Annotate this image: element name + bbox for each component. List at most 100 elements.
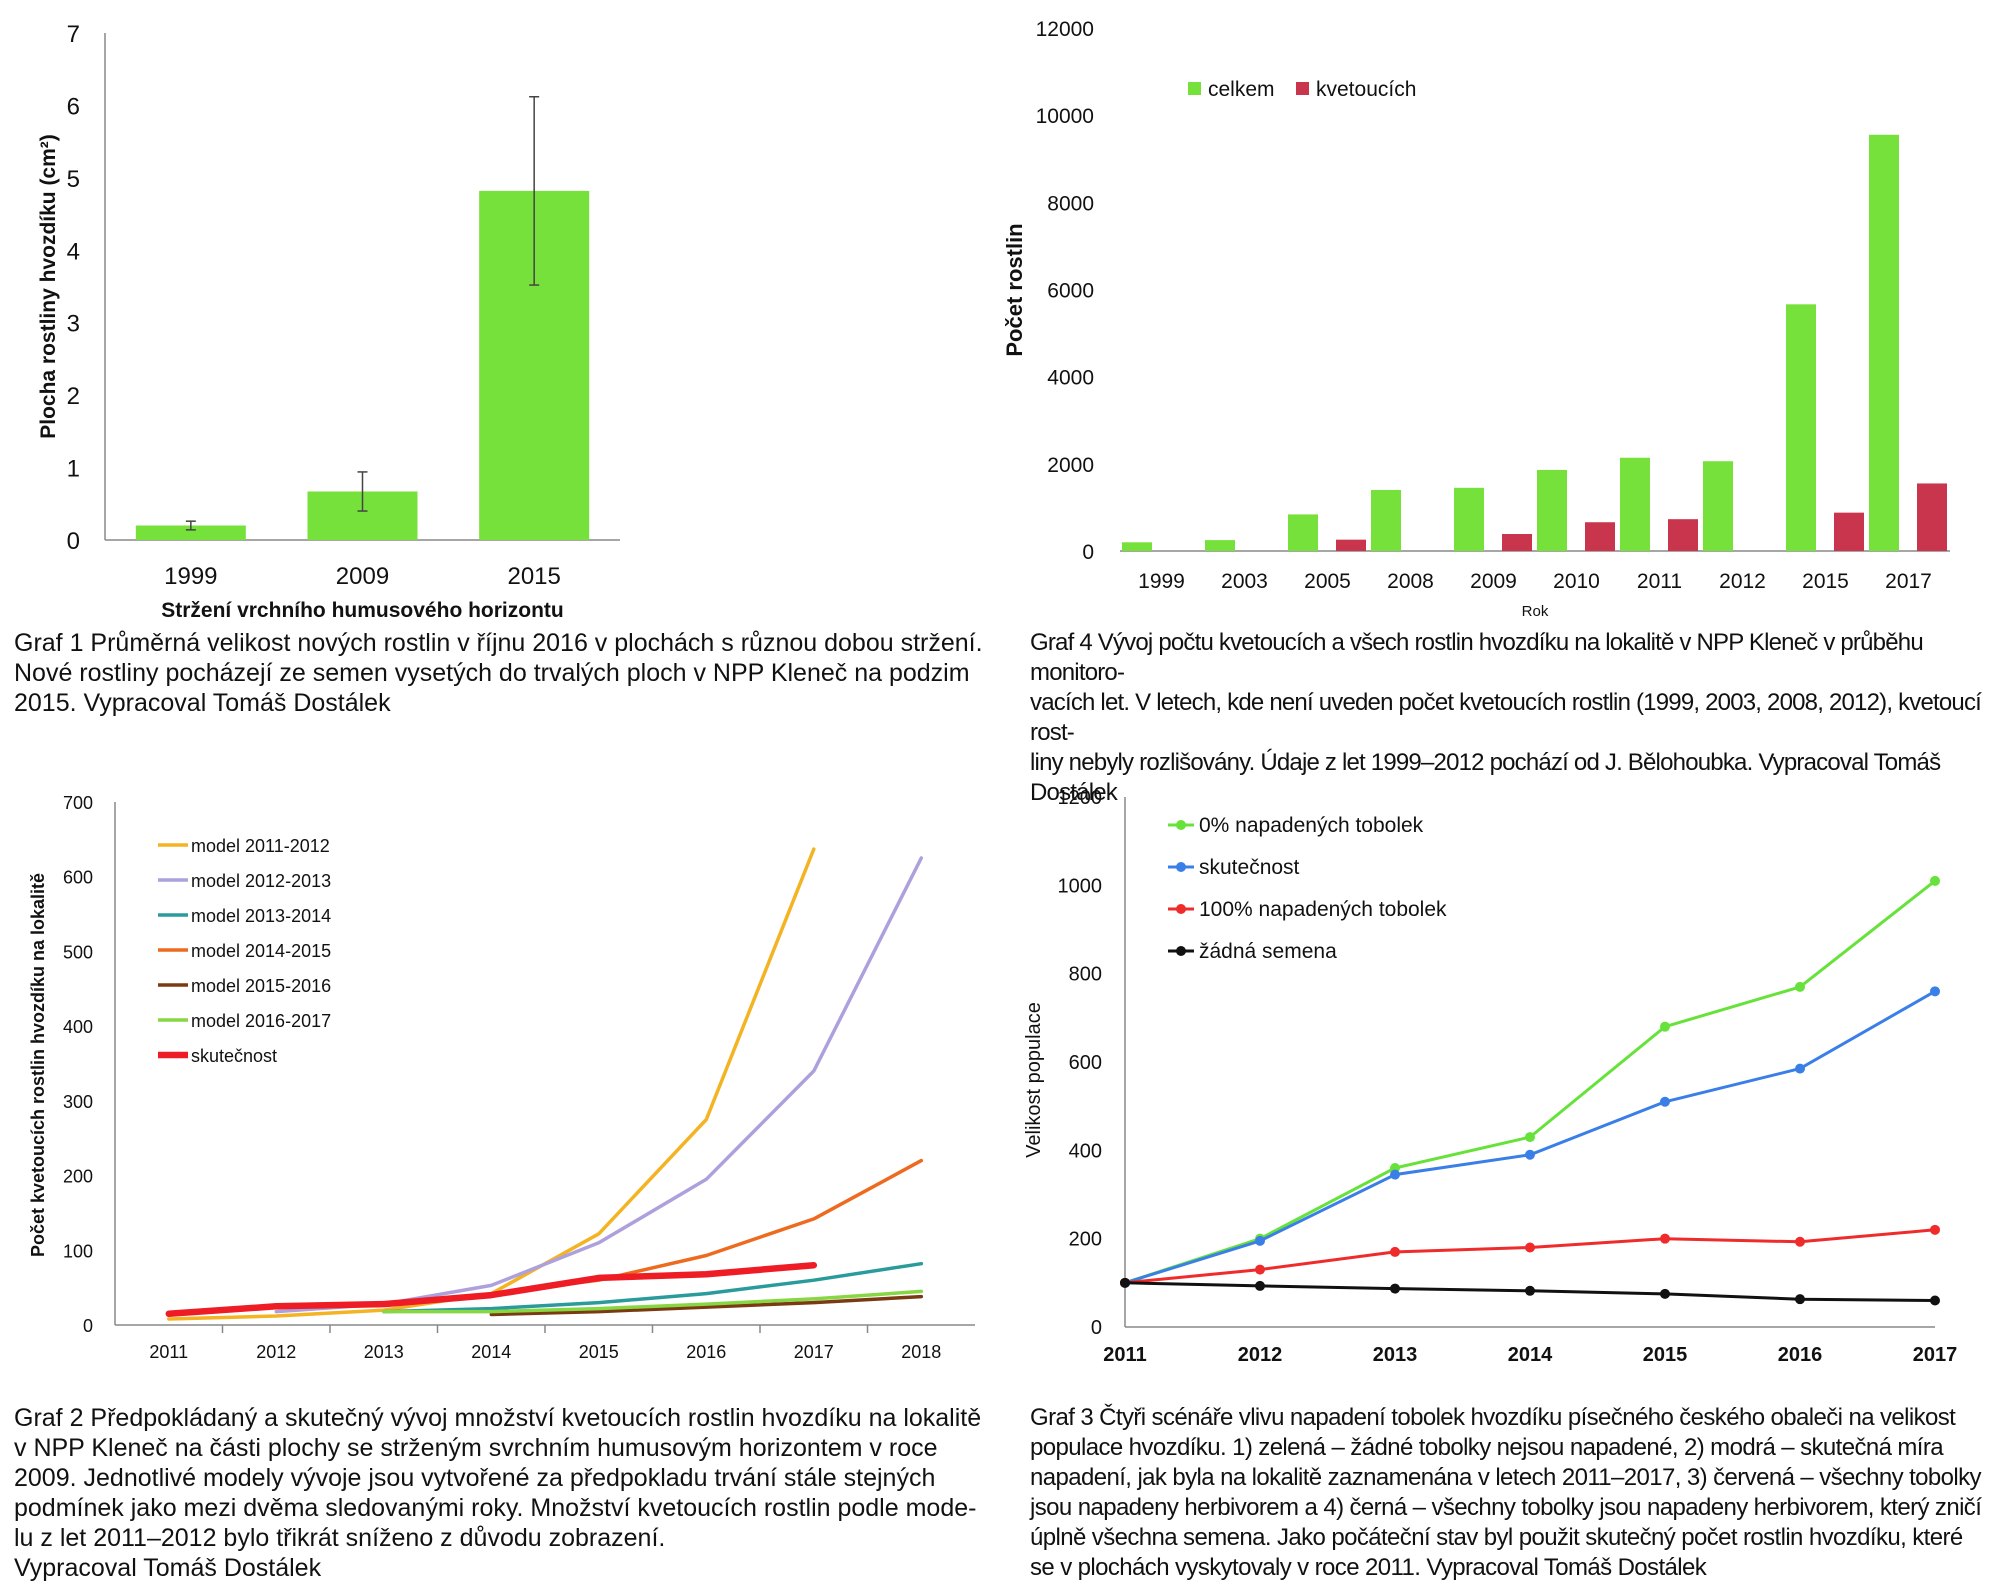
data-point xyxy=(1660,1021,1670,1032)
x-tick-label: 2005 xyxy=(1304,570,1351,593)
bar-kvetoucich xyxy=(1336,539,1366,551)
series-line xyxy=(274,856,924,1314)
legend-label: model 2012-2013 xyxy=(191,871,331,891)
legend-label: model 2011-2012 xyxy=(191,836,330,856)
legend-label: skutečnost xyxy=(1199,856,1300,879)
y-tick-label: 4 xyxy=(67,238,80,265)
x-tick-label: 2011 xyxy=(1103,1344,1146,1366)
y-tick-label: 1200 xyxy=(1058,787,1103,809)
data-point xyxy=(1525,1132,1535,1143)
graf4-caption: Graf 4 Vývoj počtu kvetoucích a všech ro… xyxy=(1030,628,1995,808)
caption-line: populace hvozdíku. 1) zelená – žádné tob… xyxy=(1030,1434,1944,1461)
data-point xyxy=(1930,1224,1940,1235)
data-point xyxy=(1390,1169,1400,1180)
bar-celkem xyxy=(1122,542,1152,551)
data-point xyxy=(1255,1280,1265,1291)
bar-celkem xyxy=(1288,514,1318,551)
y-tick-label: 4000 xyxy=(1047,367,1094,390)
bar-kvetoucich xyxy=(1668,519,1698,551)
x-tick-label: 2015 xyxy=(507,563,560,590)
data-point xyxy=(1930,875,1940,886)
caption-line: Vypracoval Tomáš Dostálek xyxy=(14,1554,322,1582)
y-axis-title: Počet rostlin xyxy=(1002,223,1027,356)
y-tick-label: 600 xyxy=(1069,1052,1102,1074)
caption-line: lu z let 2011–2012 bylo třikrát sníženo … xyxy=(14,1524,666,1552)
graf1-chart: 0 1 2 3 4 5 6 7 1999 2009 2015 Stržení vrchního hum… xyxy=(37,21,620,620)
x-tick-label: 2003 xyxy=(1221,570,1268,593)
x-tick-label: 2016 xyxy=(1778,1344,1823,1366)
data-point xyxy=(1795,1294,1805,1305)
y-tick-label: 3 xyxy=(67,311,80,338)
legend-marker xyxy=(1176,946,1186,956)
bar-celkem xyxy=(1205,540,1235,551)
caption-line: 2009. Jednotlivé modely vývoje jsou vytv… xyxy=(14,1464,936,1492)
y-tick-label: 200 xyxy=(63,1167,93,1187)
x-tick-label: 1999 xyxy=(1138,570,1185,593)
y-axis-title: Počet kvetoucích rostlin hvozdíku na lok… xyxy=(28,873,48,1257)
data-point xyxy=(1660,1233,1670,1244)
y-tick-label: 800 xyxy=(1069,964,1102,986)
y-tick-label: 2 xyxy=(67,383,80,410)
bar-kvetoucich xyxy=(1502,534,1532,551)
caption-line: vacích let. V letech, kde není uveden po… xyxy=(1030,689,1982,746)
x-tick-label: 2015 xyxy=(1802,570,1849,593)
x-tick-label: 2010 xyxy=(1553,570,1600,593)
x-axis-title: Rok xyxy=(1522,603,1549,620)
legend-label: žádná semena xyxy=(1199,940,1337,963)
y-tick-label: 500 xyxy=(63,942,93,962)
y-axis-title: Velikost populace xyxy=(1023,1002,1045,1158)
series-line xyxy=(165,1261,818,1318)
bar-kvetoucich xyxy=(1834,512,1864,551)
y-tick-label: 0 xyxy=(67,528,80,555)
caption-line: Graf 4 Vývoj počtu kvetoucích a všech ro… xyxy=(1030,629,1924,686)
bar xyxy=(135,525,246,540)
caption-line: se v plochách vyskytovaly v roce 2011. V… xyxy=(1030,1554,1707,1581)
y-axis-title: Plocha rostliny hvozdíku (cm²) xyxy=(37,134,60,439)
y-tick-label: 5 xyxy=(67,166,80,193)
legend-label: 0% napadených tobolek xyxy=(1199,814,1424,837)
x-tick-label: 2017 xyxy=(1913,1344,1958,1366)
legend-label: model 2014-2015 xyxy=(191,941,331,961)
y-tick-label: 0 xyxy=(1082,541,1094,564)
y-tick-label: 10000 xyxy=(1036,105,1094,128)
bar-celkem xyxy=(1371,489,1401,551)
series-line xyxy=(489,1294,924,1317)
caption-line: Graf 2 Předpokládaný a skutečný vývoj mn… xyxy=(14,1404,982,1432)
y-tick-label: 6 xyxy=(67,93,80,120)
graf1-caption: Graf 1 Průměrná velikost nových rostlin … xyxy=(14,628,989,718)
x-tick-label: 2017 xyxy=(1885,570,1932,593)
caption-line: napadení, jak byla na lokalitě zaznamená… xyxy=(1030,1464,1982,1491)
x-tick-label: 2011 xyxy=(1637,570,1682,593)
y-tick-label: 700 xyxy=(63,793,93,813)
x-tick-label: 2008 xyxy=(1387,570,1434,593)
y-tick-label: 200 xyxy=(1069,1229,1102,1251)
x-tick-label: 2011 xyxy=(149,1342,188,1362)
y-tick-label: 6000 xyxy=(1047,280,1094,303)
bar-kvetoucich xyxy=(1585,522,1615,551)
caption-line: úplně všechna semena. Jako počáteční sta… xyxy=(1030,1524,1963,1551)
data-point xyxy=(1120,1277,1130,1288)
y-tick-label: 400 xyxy=(1069,1140,1102,1162)
x-tick-label: 2015 xyxy=(579,1342,619,1362)
y-tick-label: 12000 xyxy=(1036,18,1094,41)
graf2-chart: 0 100 200 300 400 500 600 700 2011 2012 2013 2014 20… xyxy=(28,793,975,1362)
data-point xyxy=(1525,1149,1535,1160)
data-point xyxy=(1255,1264,1265,1275)
x-tick-label: 2009 xyxy=(1470,570,1517,593)
caption-line: Graf 3 Čtyři scénáře vlivu napadení tobo… xyxy=(1030,1404,1956,1431)
data-point xyxy=(1255,1235,1265,1246)
y-tick-label: 1000 xyxy=(1058,875,1103,897)
data-point xyxy=(1390,1246,1400,1257)
x-tick-label: 2016 xyxy=(686,1342,726,1362)
data-point xyxy=(1795,1063,1805,1074)
y-tick-label: 0 xyxy=(83,1316,93,1336)
x-tick-label: 2012 xyxy=(256,1342,296,1362)
legend-label: 100% napadených tobolek xyxy=(1199,898,1447,921)
data-point xyxy=(1795,1236,1805,1247)
legend-label: skutečnost xyxy=(191,1046,277,1066)
legend-marker xyxy=(1176,820,1186,830)
graf2-caption: Graf 2 Předpokládaný a skutečný vývoj mn… xyxy=(14,1403,989,1583)
data-point xyxy=(1525,1285,1535,1296)
caption-line: 2015. Vypracoval Tomáš Dostálek xyxy=(14,689,391,717)
x-tick-label: 2014 xyxy=(1508,1344,1553,1366)
